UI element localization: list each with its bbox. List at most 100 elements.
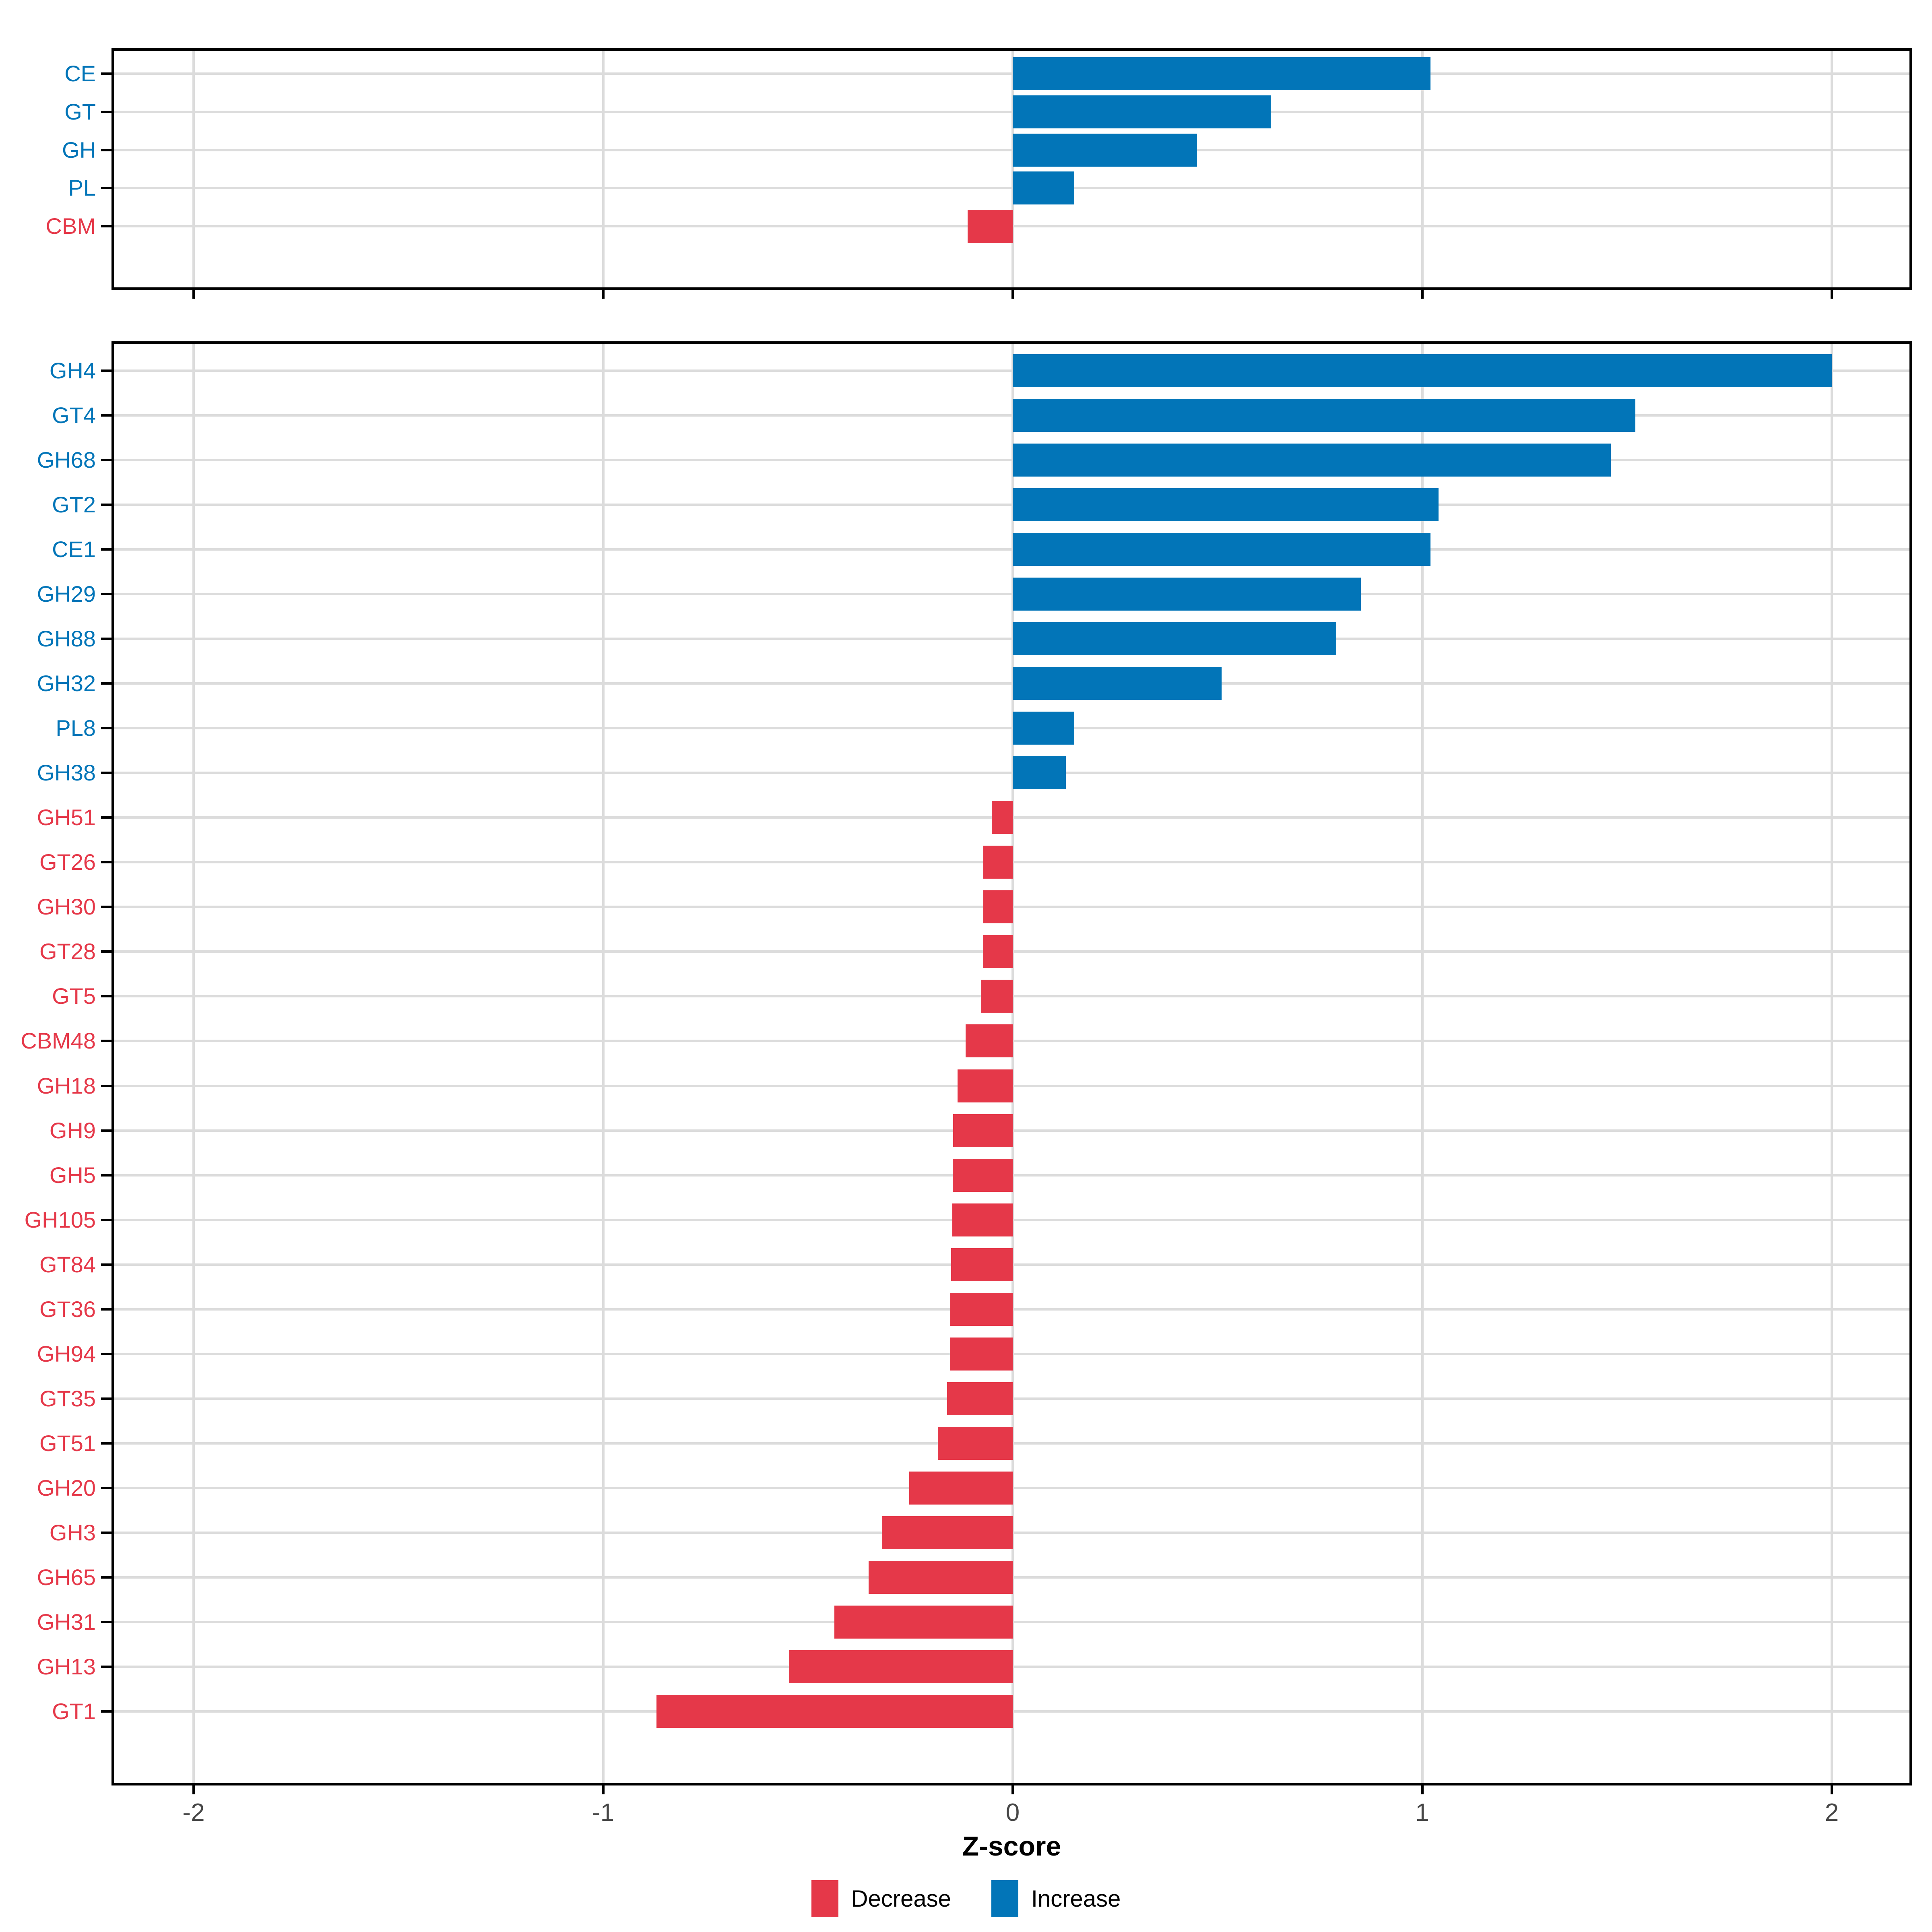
y-axis-label-GH32: GH32	[37, 671, 96, 696]
y-tick-PL8	[101, 727, 111, 730]
bar-GH20	[909, 1472, 1013, 1505]
y-axis-label-GH105: GH105	[24, 1207, 96, 1232]
bar-PL8	[1013, 712, 1074, 745]
legend-key-increase-swatch	[991, 1880, 1018, 1917]
y-tick-GH105	[101, 1218, 111, 1221]
y-axis-label-GH31: GH31	[37, 1609, 96, 1635]
horizontal-gridline	[114, 772, 1909, 774]
x-tick	[1421, 290, 1424, 299]
y-axis-label-GT: GT	[64, 99, 96, 124]
y-axis-label-GH88: GH88	[37, 625, 96, 651]
horizontal-gridline	[114, 369, 1909, 372]
bar-GT1	[656, 1695, 1013, 1728]
y-tick-GH4	[101, 369, 111, 372]
y-tick-GT35	[101, 1397, 111, 1400]
x-axis-title: Z-score	[962, 1831, 1061, 1862]
y-tick-GH88	[101, 637, 111, 640]
bar-GT	[1013, 95, 1271, 128]
x-tick-label: 0	[1005, 1799, 1020, 1827]
bar-GT36	[950, 1292, 1013, 1326]
y-tick-GH29	[101, 592, 111, 595]
bar-GH13	[789, 1650, 1013, 1684]
y-tick-PL	[101, 187, 111, 190]
y-axis-label-GT35: GT35	[39, 1385, 96, 1411]
bar-GH88	[1013, 622, 1336, 655]
y-axis-label-PL8: PL8	[56, 715, 96, 741]
panel-enzyme-class	[111, 48, 1912, 290]
y-tick-GT	[101, 110, 111, 113]
y-axis-label-PL: PL	[68, 175, 96, 201]
x-tick	[192, 1785, 195, 1794]
bar-CBM	[968, 210, 1013, 243]
y-tick-GT1	[101, 1710, 111, 1713]
horizontal-gridline	[114, 592, 1909, 595]
horizontal-gridline	[114, 727, 1909, 730]
panel-enzyme-family-area	[114, 344, 1909, 1783]
y-tick-GH51	[101, 816, 111, 819]
y-tick-CBM48	[101, 1040, 111, 1042]
bar-GH65	[868, 1561, 1013, 1594]
y-tick-GH31	[101, 1621, 111, 1624]
x-tick-label: -1	[592, 1799, 615, 1827]
y-axis-label-GH9: GH9	[49, 1117, 96, 1143]
y-axis-label-GT4: GT4	[52, 402, 96, 428]
y-axis-label-GT26: GT26	[39, 849, 96, 875]
x-tick-label: 1	[1415, 1799, 1429, 1827]
y-axis-label-GH65: GH65	[37, 1565, 96, 1590]
bar-GT5	[980, 980, 1013, 1013]
vertical-gridline	[192, 51, 195, 287]
x-tick	[1011, 290, 1014, 299]
bar-GH9	[953, 1114, 1013, 1147]
y-axis-label-GT2: GT2	[52, 491, 96, 517]
y-tick-GT28	[101, 950, 111, 953]
y-axis-label-GH30: GH30	[37, 894, 96, 920]
vertical-gridline	[1421, 344, 1424, 1783]
bar-GH18	[957, 1069, 1013, 1102]
horizontal-gridline	[114, 110, 1909, 113]
x-tick	[602, 290, 605, 299]
bar-PL	[1013, 171, 1074, 205]
vertical-gridline	[1011, 51, 1014, 287]
horizontal-gridline	[114, 682, 1909, 685]
y-tick-GH94	[101, 1352, 111, 1355]
bar-GH5	[953, 1158, 1013, 1192]
y-tick-GH68	[101, 458, 111, 461]
y-axis-label-GH38: GH38	[37, 760, 96, 786]
y-axis-label-CBM: CBM	[45, 213, 96, 239]
legend-key-decrease-swatch	[811, 1880, 838, 1917]
y-axis-label-CE: CE	[64, 60, 96, 86]
y-tick-CE	[101, 72, 111, 75]
bar-CE1	[1013, 533, 1430, 566]
bar-CBM48	[965, 1024, 1013, 1058]
legend-label-increase: Increase	[1031, 1885, 1121, 1912]
bar-GT51	[937, 1426, 1013, 1460]
y-tick-GT84	[101, 1263, 111, 1266]
y-tick-GH38	[101, 772, 111, 774]
y-axis-label-GH20: GH20	[37, 1475, 96, 1501]
y-axis-label-GH94: GH94	[37, 1341, 96, 1366]
panel-enzyme-class-area	[114, 51, 1909, 287]
bar-GH32	[1013, 667, 1222, 700]
y-tick-GH13	[101, 1666, 111, 1668]
horizontal-gridline	[114, 548, 1909, 551]
y-axis-label-GH51: GH51	[37, 805, 96, 830]
x-tick	[602, 1785, 605, 1794]
bar-GH68	[1013, 443, 1611, 477]
y-tick-GH18	[101, 1084, 111, 1087]
x-tick-label: -2	[182, 1799, 205, 1827]
horizontal-gridline	[114, 414, 1909, 417]
bar-GH105	[952, 1203, 1013, 1236]
y-tick-GT2	[101, 503, 111, 506]
legend-label-decrease: Decrease	[851, 1885, 951, 1912]
x-tick	[1011, 1785, 1014, 1794]
vertical-gridline	[1421, 51, 1424, 287]
bar-GT35	[947, 1382, 1013, 1415]
horizontal-gridline	[114, 503, 1909, 506]
y-tick-GT5	[101, 995, 111, 998]
bar-GT84	[951, 1248, 1013, 1281]
y-tick-GH3	[101, 1532, 111, 1534]
x-tick	[1831, 290, 1833, 299]
bar-GH94	[950, 1337, 1013, 1371]
y-tick-GT51	[101, 1442, 111, 1445]
